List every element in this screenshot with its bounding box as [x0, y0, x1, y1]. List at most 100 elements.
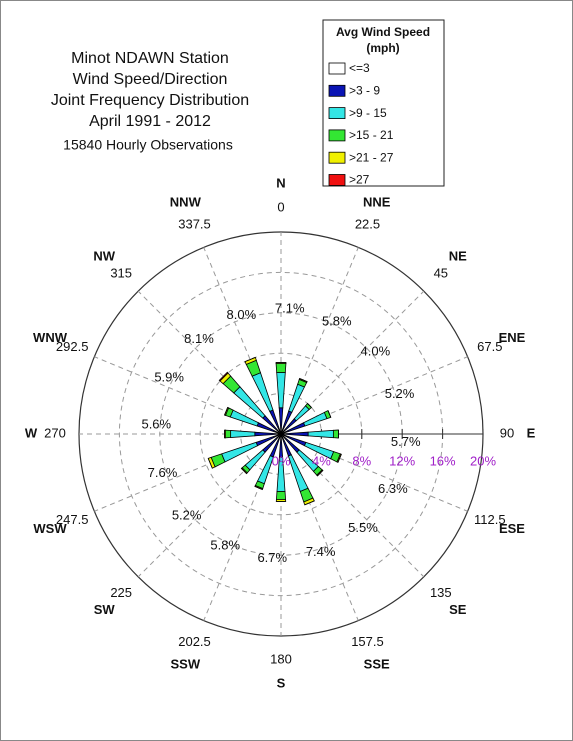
direction-label: N — [276, 175, 285, 190]
titles: Minot NDAWN Station Wind Speed/Direction… — [51, 50, 249, 152]
total-label: 5.6% — [141, 417, 171, 432]
wind-segment — [225, 429, 232, 439]
legend-swatch — [328, 151, 346, 164]
spoke — [203, 247, 282, 435]
degree-label: 337.5 — [178, 217, 211, 232]
radial-tick-label: 8% — [352, 453, 371, 468]
degree-label: 112.5 — [474, 512, 506, 527]
direction-label: SW — [94, 602, 116, 617]
total-label: 8.1% — [184, 331, 214, 346]
title-line: Joint Frequency Distribution — [51, 92, 249, 109]
legend-label: >21 - 27 — [349, 150, 394, 164]
total-label: 6.7% — [257, 550, 287, 565]
wind-segment — [254, 486, 263, 490]
direction-label: S — [277, 675, 286, 690]
legend-swatch — [328, 62, 346, 75]
spoke — [280, 356, 468, 435]
direction-label: SSW — [171, 656, 201, 671]
legend-label: >9 - 15 — [349, 106, 387, 120]
spoke — [137, 290, 282, 435]
wind-segment — [327, 410, 332, 418]
wind-segment — [275, 491, 287, 500]
degree-label: 315 — [110, 266, 132, 281]
total-label: 5.9% — [154, 370, 184, 385]
total-label: 5.2% — [385, 386, 415, 401]
direction-label: SE — [449, 602, 467, 617]
wind-segment — [230, 430, 256, 438]
wind-segment — [207, 458, 213, 469]
direction-label: NW — [93, 249, 115, 264]
degree-label: 157.5 — [351, 634, 384, 649]
wind-segment — [275, 363, 287, 373]
spoke — [280, 433, 425, 578]
wind-segment — [241, 468, 247, 474]
direction-label: NNW — [170, 194, 202, 209]
wind-segment — [332, 429, 339, 439]
spoke — [280, 290, 425, 435]
wind-segment — [307, 429, 334, 439]
radial-tick-label: 12% — [389, 453, 415, 468]
radial-tick-label: 20% — [470, 453, 496, 468]
legend-swatch — [328, 174, 346, 186]
legend: Avg Wind Speed (mph) <=3 >3 - 9 >9 - 15 >15… — [322, 19, 445, 187]
wind-segment — [304, 500, 315, 506]
title-line: Minot NDAWN Station — [71, 50, 229, 67]
total-label: 5.2% — [172, 507, 202, 522]
title-line: Wind Speed/Direction — [73, 71, 228, 88]
spoke — [280, 433, 359, 621]
total-label: 7.1% — [275, 301, 305, 316]
direction-label: WNW — [33, 330, 68, 345]
wind-segment — [317, 470, 324, 477]
direction-label: W — [25, 425, 38, 440]
total-label: 6.3% — [378, 481, 408, 496]
legend-title: Avg Wind Speed — [336, 25, 430, 39]
degree-label: 225 — [110, 585, 132, 600]
degree-label: 0 — [277, 199, 284, 214]
spoke — [280, 247, 359, 435]
degree-label: 202.5 — [178, 634, 211, 649]
legend-label: >3 - 9 — [349, 83, 380, 97]
direction-label: E — [527, 425, 536, 440]
legend-swatch — [328, 107, 346, 119]
labels: 0% 4% 8% 12% 16% 20% 7.1% 0 N 5.8% 22.5 NNE 4.0% 45NE… — [25, 175, 536, 690]
legend-label: >15 - 21 — [349, 128, 394, 142]
degree-label: 292.5 — [56, 339, 89, 354]
degree-label: 135 — [430, 585, 452, 600]
spoke — [280, 433, 468, 512]
total-label: 7.6% — [148, 465, 178, 480]
radial-tick-label: 0% — [272, 453, 291, 468]
total-label: 5.5% — [348, 520, 378, 535]
radial-tick-label: 16% — [430, 453, 456, 468]
total-label: 5.7% — [391, 434, 421, 449]
total-label: 5.8% — [322, 314, 352, 329]
wind-segment — [244, 357, 256, 363]
wind-segment — [299, 378, 308, 382]
degree-label: 270 — [44, 425, 66, 440]
direction-label: ESE — [499, 521, 525, 536]
legend-label: <=3 — [349, 61, 370, 75]
wind-segment — [218, 371, 229, 382]
degree-label: 45 — [434, 266, 448, 281]
marks — [207, 356, 342, 506]
wind-segment — [307, 403, 312, 408]
direction-label: ENE — [499, 330, 526, 345]
spoke — [94, 433, 282, 512]
degree-label: 247.5 — [56, 512, 89, 527]
grid — [78, 231, 484, 637]
total-label: 8.0% — [227, 307, 257, 322]
spoke — [203, 433, 282, 621]
degree-label: 90 — [500, 425, 514, 440]
legend-subtitle: (mph) — [366, 41, 399, 55]
direction-label: NE — [449, 249, 467, 264]
total-label: 7.4% — [306, 544, 336, 559]
spoke — [137, 433, 282, 578]
title-line: April 1991 - 2012 — [89, 113, 211, 130]
degree-label: 22.5 — [355, 217, 380, 232]
subtitle: 15840 Hourly Observations — [63, 137, 233, 153]
wind-segment — [224, 407, 229, 416]
radial-tick-label: 4% — [312, 453, 331, 468]
legend-label: >27 — [349, 173, 370, 187]
spoke — [94, 356, 282, 435]
